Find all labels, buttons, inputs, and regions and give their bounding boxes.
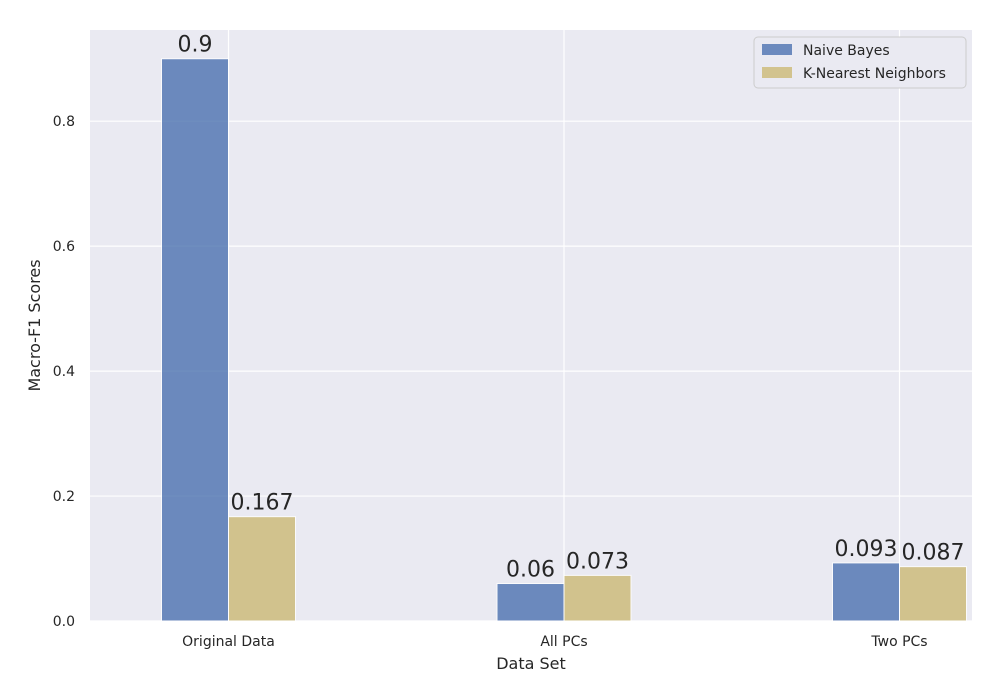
data-label-k-nearest-neighbors-two-pcs: 0.087 xyxy=(902,541,965,566)
data-label-naive-bayes-original-data: 0.9 xyxy=(178,33,213,58)
bar-k-nearest-neighbors-original-data xyxy=(228,516,296,622)
x-axis-ticks: Original Data All PCs Two PCs xyxy=(182,634,927,650)
x-tick-label-all-pcs: All PCs xyxy=(540,634,587,650)
bars xyxy=(161,58,967,622)
x-tick-label-original-data: Original Data xyxy=(182,634,275,650)
y-tick-label: 0.6 xyxy=(53,239,75,255)
legend-swatch-k-nearest-neighbors xyxy=(762,67,792,78)
legend-swatch-naive-bayes xyxy=(762,44,792,55)
bar-k-nearest-neighbors-two-pcs xyxy=(899,566,967,622)
bar-k-nearest-neighbors-all-pcs xyxy=(563,574,632,622)
x-tick-label-two-pcs: Two PCs xyxy=(870,634,927,650)
data-label-k-nearest-neighbors-all-pcs: 0.073 xyxy=(566,549,629,574)
y-tick-label: 0.0 xyxy=(53,614,75,630)
x-axis-title: Data Set xyxy=(496,654,566,673)
bar-naive-bayes-two-pcs xyxy=(832,562,900,622)
legend-label-k-nearest-neighbors: K-Nearest Neighbors xyxy=(803,66,946,82)
y-axis-ticks: 0.0 0.2 0.4 0.6 0.8 xyxy=(53,114,75,630)
data-label-naive-bayes-all-pcs: 0.06 xyxy=(506,558,555,583)
legend: Naive Bayes K-Nearest Neighbors xyxy=(753,36,967,89)
bar-naive-bayes-all-pcs xyxy=(496,583,565,622)
data-label-k-nearest-neighbors-original-data: 0.167 xyxy=(231,491,294,516)
data-label-naive-bayes-two-pcs: 0.093 xyxy=(835,537,898,562)
y-tick-label: 0.4 xyxy=(53,364,75,380)
legend-box xyxy=(753,36,967,89)
y-axis-title: Macro-F1 Scores xyxy=(25,259,44,391)
legend-label-naive-bayes: Naive Bayes xyxy=(803,43,890,59)
y-tick-label: 0.8 xyxy=(53,114,75,130)
data-labels: 0.9 0.06 0.093 0.167 0.073 0.087 xyxy=(178,33,965,583)
bar-naive-bayes-original-data xyxy=(161,58,229,622)
y-tick-label: 0.2 xyxy=(53,489,75,505)
